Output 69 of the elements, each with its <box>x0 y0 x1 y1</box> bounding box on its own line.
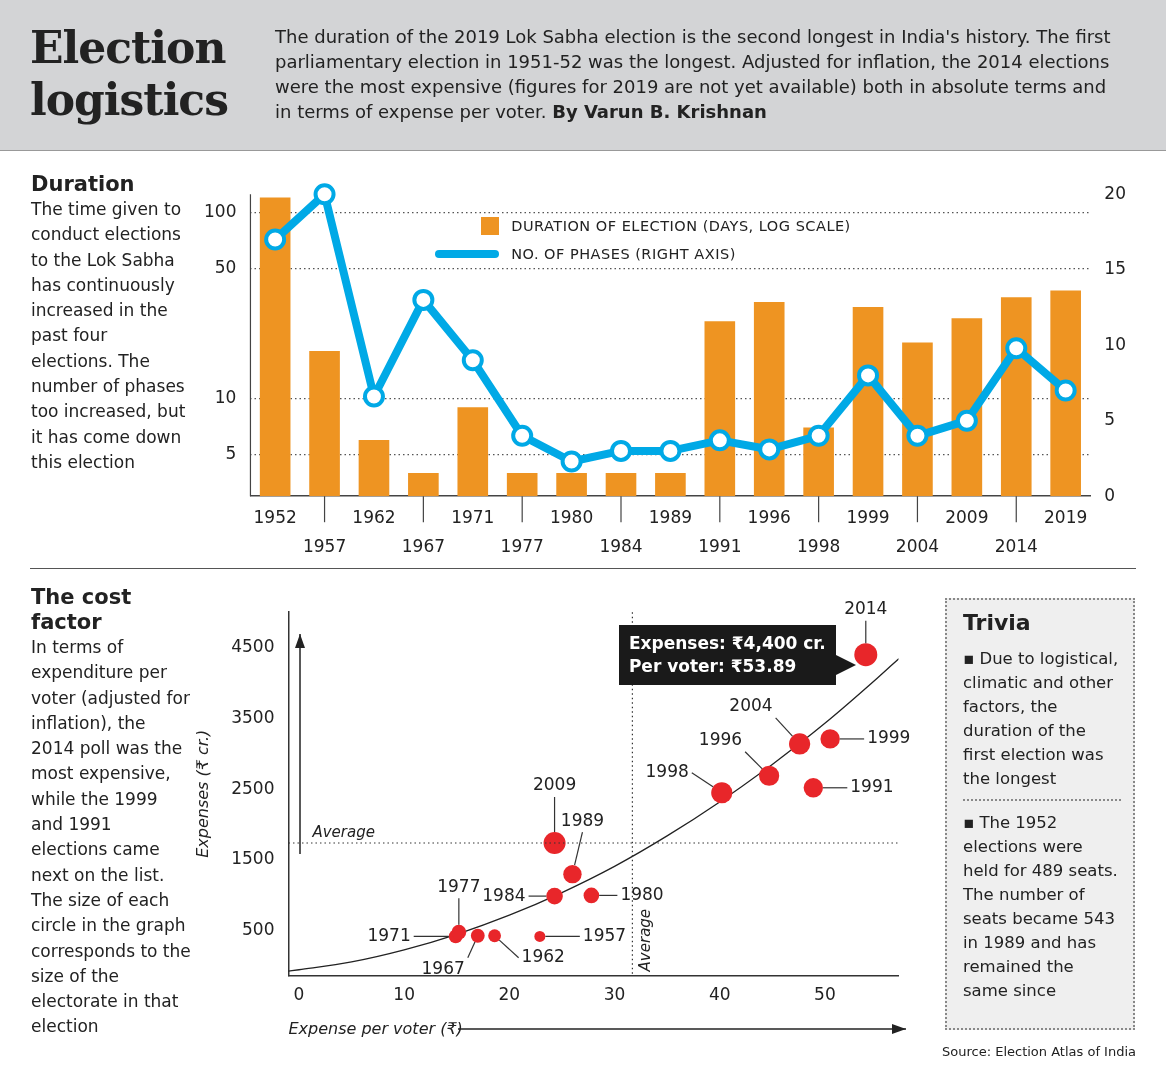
x-tick-label: 20 <box>498 984 521 1005</box>
ref-line-label: Average <box>311 823 375 842</box>
y-tick-label: 50 <box>214 256 237 277</box>
x-tick-label: 2014 <box>994 535 1038 556</box>
x-tick-label: 2009 <box>945 507 989 528</box>
annotation: 1971 <box>367 924 411 945</box>
text: The time given to conduct elections to the Lok Sabha has continuously increased in the past four elections. The number of phases too increased, but it has come down this election <box>31 199 186 472</box>
y-tick-label: 2500 <box>231 777 275 798</box>
source-note: Source: Election Atlas of India <box>942 1044 1136 1059</box>
x-tick-label: 2004 <box>895 535 940 556</box>
text: Trivia <box>963 610 1032 635</box>
y-tick-label: 1500 <box>231 848 275 869</box>
y-tick-label: 10 <box>214 387 237 408</box>
annotation: 1999 <box>867 727 911 748</box>
y-tick-label: 100 <box>203 200 237 221</box>
text: ▪ Due to logistical, climatic and other factors, the duration of the first election was the longest <box>963 645 1121 801</box>
chart-title: Duration <box>31 172 136 197</box>
annotation: 1989 <box>560 809 605 830</box>
x-tick-label: 10 <box>393 984 415 1005</box>
text: ▪ The 1952 elections were held for 489 seats. The number of seats became 543 in 1989 and has remained the same since <box>963 812 1119 1002</box>
x-tick-label: 1984 <box>599 535 643 556</box>
y2-tick-label: 5 <box>1104 409 1116 430</box>
legend-label: NO. OF PHASES (RIGHT AXIS) <box>511 246 736 263</box>
annotation: 2014 <box>844 598 888 619</box>
annotation: 1980 <box>620 883 664 904</box>
annotation: 1984 <box>482 884 526 905</box>
x-tick-label: 1962 <box>352 507 396 528</box>
x-tick-label: 0 <box>293 984 305 1005</box>
x-tick-label: 1977 <box>500 535 544 556</box>
annotation: 1991 <box>850 776 894 797</box>
text: By Varun B. Krishnan <box>552 101 767 122</box>
annotation: 2009 <box>532 774 577 795</box>
x-tick-label: 1952 <box>253 507 297 528</box>
annotation: 1957 <box>582 924 627 945</box>
x-tick-label: 1998 <box>797 535 841 556</box>
y-axis-title: Expenses (₹ cr.) <box>192 729 212 858</box>
text: Election logistics <box>30 22 229 126</box>
y-tick-label: 3500 <box>231 706 275 727</box>
y2-tick-label: 20 <box>1104 182 1127 203</box>
x-tick-label: 1989 <box>648 507 693 528</box>
x-tick-label: 1991 <box>698 535 742 556</box>
x-tick-label: 2019 <box>1044 507 1088 528</box>
x-tick-label: 30 <box>603 984 626 1005</box>
annotation: 1967 <box>421 958 465 979</box>
x-tick-label: 1957 <box>302 535 347 556</box>
x-tick-label: 50 <box>814 984 836 1005</box>
y2-tick-label: 0 <box>1104 484 1116 505</box>
ref-line-label: Average <box>636 908 655 973</box>
x-tick-label: 40 <box>708 984 731 1005</box>
x-tick-label: 1980 <box>549 507 594 528</box>
x-axis-title: Expense per voter (₹) <box>288 1018 463 1038</box>
y-tick-label: 500 <box>242 919 275 940</box>
annotation: Expenses: ₹4,400 cr. Per voter: ₹53.89 <box>618 624 836 685</box>
legend-label: DURATION OF ELECTION (DAYS, LOG SCALE) <box>511 218 851 235</box>
annotation: 1998 <box>645 761 689 782</box>
annotation: 1977 <box>437 875 481 896</box>
annotation: 1996 <box>698 729 743 750</box>
annotation: 1962 <box>521 946 565 967</box>
y-tick-label: 4500 <box>231 636 275 657</box>
text: The cost factor <box>31 585 133 635</box>
y2-tick-label: 10 <box>1104 333 1127 354</box>
y2-tick-label: 15 <box>1104 258 1127 279</box>
y-tick-label: 5 <box>225 443 237 464</box>
x-tick-label: 1971 <box>451 507 495 528</box>
text: In terms of expenditure per voter (adjusted for inflation), the 2014 poll was the most expensive, while the 1999 and 1991 elections came next on the list. The size of each circle in the graph corresponds to the size of the electorate in that election <box>31 637 191 1037</box>
x-tick-label: 1999 <box>846 507 890 528</box>
x-tick-label: 1996 <box>747 507 791 528</box>
annotation: 2004 <box>729 695 773 716</box>
x-tick-label: 1967 <box>401 535 446 556</box>
